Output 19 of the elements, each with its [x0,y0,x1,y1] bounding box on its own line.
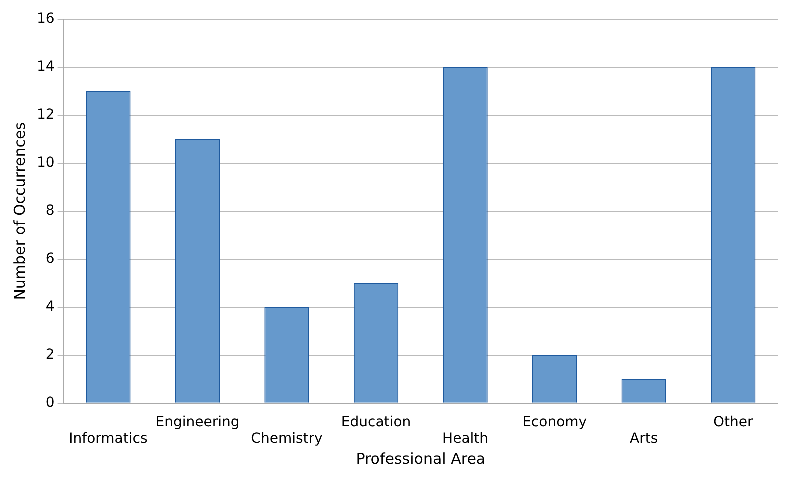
x-tick-label: Health [442,431,489,448]
x-tick-label: Informatics [69,431,148,448]
y-tick-label: 4 [46,299,55,316]
x-tick-label: Other [713,414,754,430]
y-tick-label: 14 [36,59,55,76]
y-tick-label: 12 [36,107,55,124]
x-tick-label: Chemistry [251,431,323,448]
y-axis-title: Number of Occurrences [10,122,29,300]
y-tick-label: 8 [46,203,55,220]
x-tick-label: Engineering [156,414,240,430]
x-axis-title: Professional Area [356,450,486,468]
y-tick-label: 0 [46,395,55,412]
y-tick-label: 6 [46,251,55,268]
x-tick-label: Arts [630,431,658,448]
x-tick-label: Education [341,414,412,430]
x-tick-label: Economy [522,414,588,430]
y-tick-label: 2 [46,347,55,364]
y-tick-label: 10 [36,155,55,172]
y-tick-label: 16 [36,11,55,28]
